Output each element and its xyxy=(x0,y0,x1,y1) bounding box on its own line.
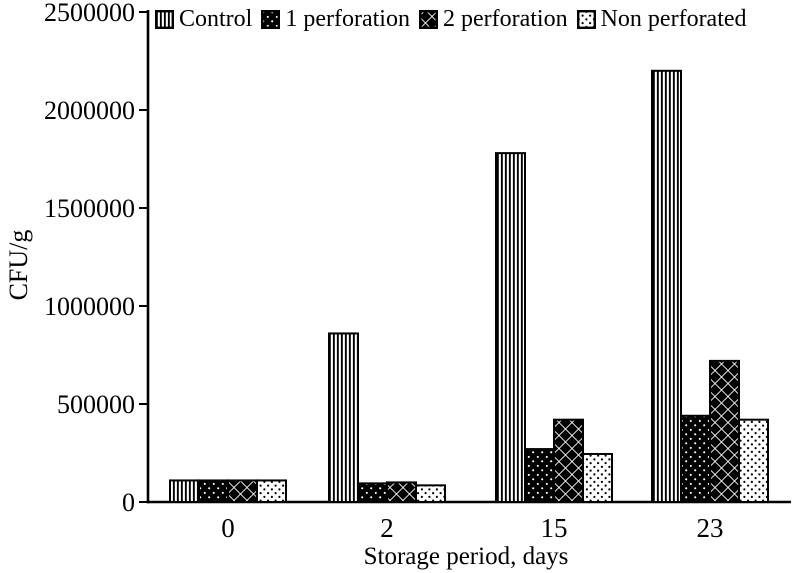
x-tick-label: 15 xyxy=(541,513,568,543)
bar-diamond-check xyxy=(709,359,740,503)
legend-item-black-dots: 1 perforation xyxy=(261,7,410,31)
y-tick-label: 1500000 xyxy=(44,194,135,223)
y-tick-label: 0 xyxy=(122,488,135,517)
bar-white-dots xyxy=(415,484,446,503)
bar-diamond-check xyxy=(386,481,417,503)
legend-swatch-vertical-stripes xyxy=(155,9,174,29)
x-tick-label: 2 xyxy=(380,513,394,543)
y-tick-label: 500000 xyxy=(57,390,135,419)
y-axis-title: CFU/g xyxy=(4,229,33,301)
bar-vertical-stripes xyxy=(169,479,200,504)
legend-label: 2 perforation xyxy=(442,6,568,32)
y-tick-label: 1000000 xyxy=(44,292,135,321)
x-axis-title: Storage period, days xyxy=(363,543,569,570)
bar-vertical-stripes xyxy=(651,69,682,504)
bar-white-dots xyxy=(738,418,769,503)
legend-item-white-dots: Non perforated xyxy=(576,6,747,32)
chart-legend: Control 1 perforation 2 perforation Non per… xyxy=(155,7,747,31)
bar-diamond-check xyxy=(553,418,584,503)
legend-label: Control xyxy=(179,6,253,32)
legend-item-vertical-stripes: Control xyxy=(155,7,252,31)
bar-white-dots xyxy=(582,452,613,504)
y-tick-label: 2500000 xyxy=(44,0,135,27)
bar-black-dots xyxy=(680,414,711,504)
bar-black-dots xyxy=(198,479,229,504)
bar-vertical-stripes xyxy=(328,332,359,503)
legend-swatch-black-dots xyxy=(261,9,281,29)
legend-item-diamond-check: 2 perforation xyxy=(418,6,568,32)
legend-label: 1 perforation xyxy=(285,6,410,32)
x-tick-label: 23 xyxy=(697,513,724,543)
bar-black-dots xyxy=(357,482,388,504)
legend-swatch-white-dots xyxy=(576,9,596,29)
bar-white-dots xyxy=(256,479,287,504)
bar-vertical-stripes xyxy=(495,152,526,503)
bar-black-dots xyxy=(524,448,555,503)
y-tick-label: 2000000 xyxy=(44,96,135,125)
x-tick-label: 0 xyxy=(221,513,235,543)
bar-diamond-check xyxy=(227,479,258,504)
legend-swatch-diamond-check xyxy=(418,9,438,29)
legend-label: Non perforated xyxy=(600,6,747,32)
